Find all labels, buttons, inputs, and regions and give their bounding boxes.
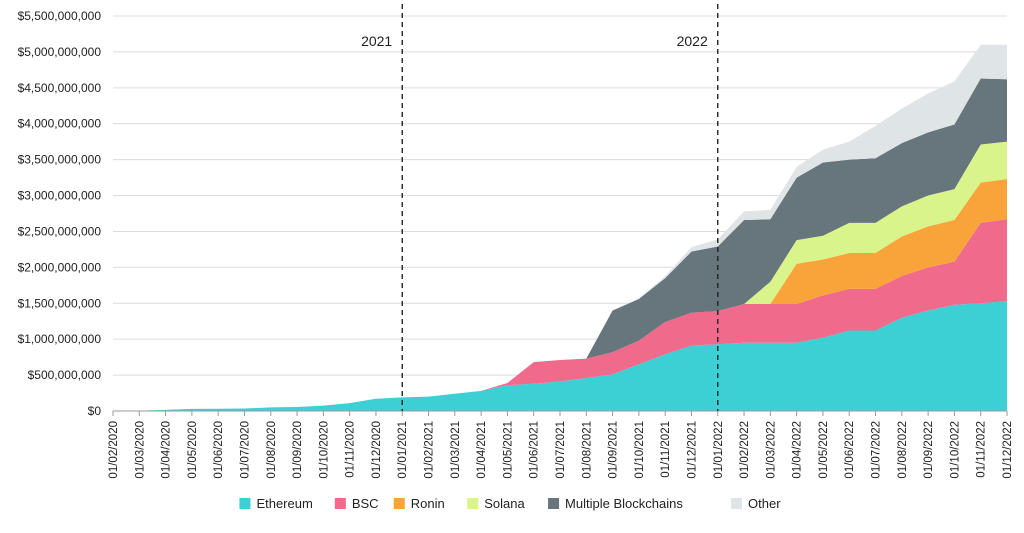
legend-swatch [731, 498, 743, 509]
x-tick-label: 01/11/2022 [976, 421, 988, 478]
axes: $0 $500,000,000 $1,000,000,000 $1,500,000,0… [18, 9, 1014, 479]
x-tick-label: 01/02/2021 [424, 421, 436, 479]
x-tick-label: 01/01/2021 [397, 421, 409, 479]
legend-label: Ethereum [256, 496, 312, 511]
y-tick-label: $4,000,000,000 [18, 117, 102, 131]
y-tick-label: $1,000,000,000 [18, 332, 102, 346]
legend-label: Other [748, 496, 781, 511]
x-tick-label: 01/04/2022 [792, 421, 804, 479]
x-tick-label: 01/07/2022 [871, 421, 883, 479]
x-tick-label: 01/05/2022 [818, 421, 830, 479]
area-series-ethereum [113, 301, 1007, 411]
area-series-bsc [113, 219, 1007, 411]
x-tick-label: 01/10/2021 [634, 421, 646, 479]
x-tick-label: 01/02/2020 [108, 421, 120, 479]
x-tick-label: 01/06/2022 [844, 421, 856, 479]
legend-label: Multiple Blockchains [565, 496, 683, 511]
x-tick-label: 01/08/2022 [897, 421, 909, 479]
x-tick-label: 01/09/2021 [608, 421, 620, 479]
x-tick-label: 01/09/2020 [292, 421, 304, 479]
x-tick-label: 01/01/2022 [713, 421, 725, 479]
x-tick-label: 01/04/2020 [161, 421, 173, 479]
legend-item: Ethereum [239, 496, 313, 511]
annotation-label: 2021 [361, 33, 392, 49]
x-tick-label: 01/05/2021 [502, 421, 514, 479]
x-tick-label: 01/04/2021 [476, 421, 488, 479]
x-tick-label: 01/06/2020 [213, 421, 225, 479]
legend-label: Solana [484, 496, 525, 511]
x-tick-label: 01/06/2021 [529, 421, 541, 479]
x-tick-label: 01/02/2022 [739, 421, 751, 479]
annotations: 2021 2022 [361, 4, 719, 411]
legend-swatch [548, 498, 560, 509]
legend-label: BSC [352, 496, 379, 511]
legend-swatch [467, 498, 479, 509]
y-tick-label: $1,500,000,000 [18, 296, 102, 310]
legend: Ethereum BSC Ronin Solana Multiple Blockchai… [239, 496, 781, 511]
y-tick-label: $500,000,000 [28, 368, 102, 382]
x-tick-label: 01/07/2021 [555, 421, 567, 479]
legend-swatch [393, 498, 405, 509]
y-tick-label: $5,000,000,000 [18, 45, 102, 59]
x-tick-label: 01/08/2020 [266, 421, 278, 479]
x-tick-label: 01/10/2020 [318, 421, 330, 479]
legend-item: Solana [467, 496, 525, 511]
legend-label: Ronin [411, 496, 445, 511]
x-tick-label: 01/03/2022 [765, 421, 777, 479]
legend-item: Ronin [393, 496, 445, 511]
x-tick-label: 01/12/2021 [686, 421, 698, 479]
y-tick-label: $2,000,000,000 [18, 260, 102, 274]
area-series-group [113, 44, 1007, 411]
x-tick-label: 01/12/2022 [1002, 421, 1014, 479]
y-tick-label: $3,500,000,000 [18, 153, 102, 167]
x-tick-label: 01/03/2020 [134, 421, 146, 479]
x-tick-label: 01/03/2021 [450, 421, 462, 479]
legend-swatch [239, 498, 251, 509]
x-tick-label: 01/11/2021 [660, 421, 672, 478]
x-tick-label: 01/05/2020 [187, 421, 199, 479]
y-tick-label: $3,000,000,000 [18, 189, 102, 203]
x-tick-label: 01/07/2020 [239, 421, 251, 479]
gridlines [113, 15, 1007, 412]
legend-item: Multiple Blockchains [548, 496, 683, 511]
y-tick-label: $2,500,000,000 [18, 224, 102, 238]
x-tick-label: 01/11/2020 [345, 421, 357, 478]
y-tick-label: $5,500,000,000 [18, 9, 102, 23]
x-tick-label: 01/10/2022 [949, 421, 961, 479]
x-tick-label: 01/08/2021 [581, 421, 593, 479]
legend-item: Other [731, 496, 781, 511]
annotation-label: 2022 [677, 33, 708, 49]
x-tick-label: 01/09/2022 [923, 421, 935, 479]
y-tick-label: $0 [88, 404, 102, 418]
legend-swatch [334, 498, 346, 509]
x-tick-label: 01/12/2020 [371, 421, 383, 479]
legend-item: BSC [334, 496, 379, 511]
y-tick-label: $4,500,000,000 [18, 81, 102, 95]
